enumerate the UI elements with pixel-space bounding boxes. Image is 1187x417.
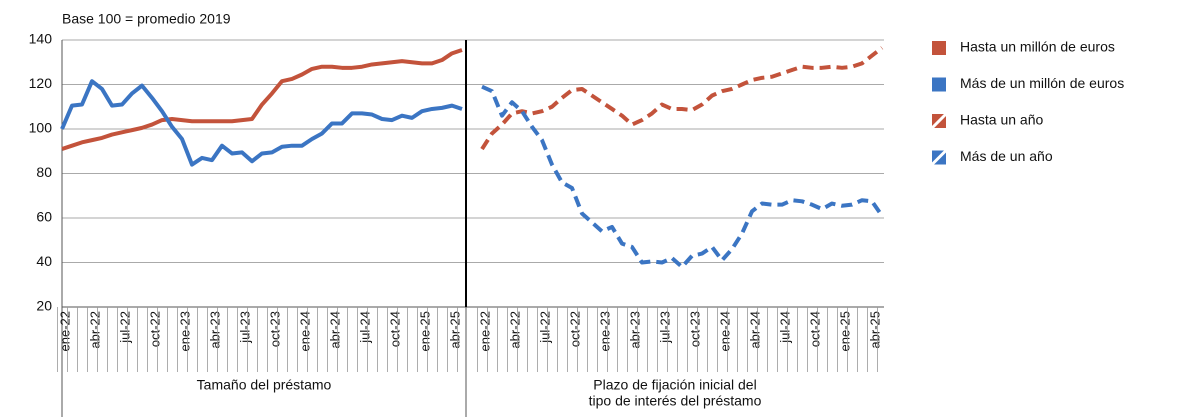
chart-title: Base 100 = promedio 2019 — [62, 11, 231, 27]
x-tick-label: jul-24 — [777, 311, 792, 344]
x-tick-label: oct-22 — [147, 311, 162, 347]
legend-label: Más de un millón de euros — [960, 75, 1124, 91]
x-tick-label: abr-22 — [87, 311, 102, 349]
series-line — [60, 79, 463, 167]
x-tick-label: oct-23 — [267, 311, 282, 347]
x-tick-label: ene-22 — [57, 311, 72, 351]
panel-label: Plazo de fijación inicial del — [593, 377, 756, 393]
x-tick-label: abr-23 — [207, 311, 222, 349]
x-tick-label: jul-23 — [237, 311, 252, 344]
y-tick-label: 120 — [29, 75, 53, 91]
x-tick-label: jul-24 — [357, 311, 372, 344]
x-tick-label: oct-23 — [687, 311, 702, 347]
legend-dash-gap — [929, 111, 949, 131]
x-tick-label: abr-25 — [867, 311, 882, 349]
x-tick-label: ene-23 — [597, 311, 612, 351]
legend-label: Hasta un millón de euros — [960, 39, 1115, 55]
x-tick-label: ene-24 — [297, 311, 312, 351]
x-tick-label: jul-23 — [657, 311, 672, 344]
x-tick-label: ene-25 — [417, 311, 432, 351]
y-tick-label: 100 — [29, 120, 53, 136]
y-tick-label: 40 — [36, 253, 52, 269]
x-tick-label: abr-24 — [327, 311, 342, 349]
x-tick-label: ene-23 — [177, 311, 192, 351]
x-tick-label: oct-24 — [807, 311, 822, 347]
x-tick-label: abr-22 — [507, 311, 522, 349]
legend-label: Más de un año — [960, 148, 1053, 164]
legend-swatch — [932, 77, 946, 92]
y-tick-label: 80 — [36, 164, 52, 180]
y-tick-label: 60 — [36, 209, 52, 225]
series-line — [481, 84, 884, 269]
x-tick-label: jul-22 — [117, 311, 132, 344]
x-tick-label: abr-24 — [747, 311, 762, 349]
y-tick-label: 140 — [29, 31, 53, 47]
x-tick-label: abr-23 — [627, 311, 642, 349]
panel-label: tipo de interés del préstamo — [589, 393, 762, 409]
x-tick-label: oct-24 — [387, 311, 402, 347]
panel-label: Tamaño del préstamo — [197, 377, 332, 393]
x-tick-label: ene-25 — [837, 311, 852, 351]
x-tick-label: abr-25 — [447, 311, 462, 349]
x-tick-label: oct-22 — [567, 311, 582, 347]
legend-swatch — [932, 41, 946, 55]
legend-dash-gap — [929, 148, 949, 167]
legend-label: Hasta un año — [960, 112, 1043, 128]
x-tick-label: jul-22 — [537, 311, 552, 344]
series-line — [480, 46, 884, 151]
x-tick-label: ene-24 — [717, 311, 732, 351]
y-tick-label: 20 — [36, 298, 52, 314]
x-tick-label: ene-22 — [477, 311, 492, 351]
series-line — [61, 48, 463, 151]
